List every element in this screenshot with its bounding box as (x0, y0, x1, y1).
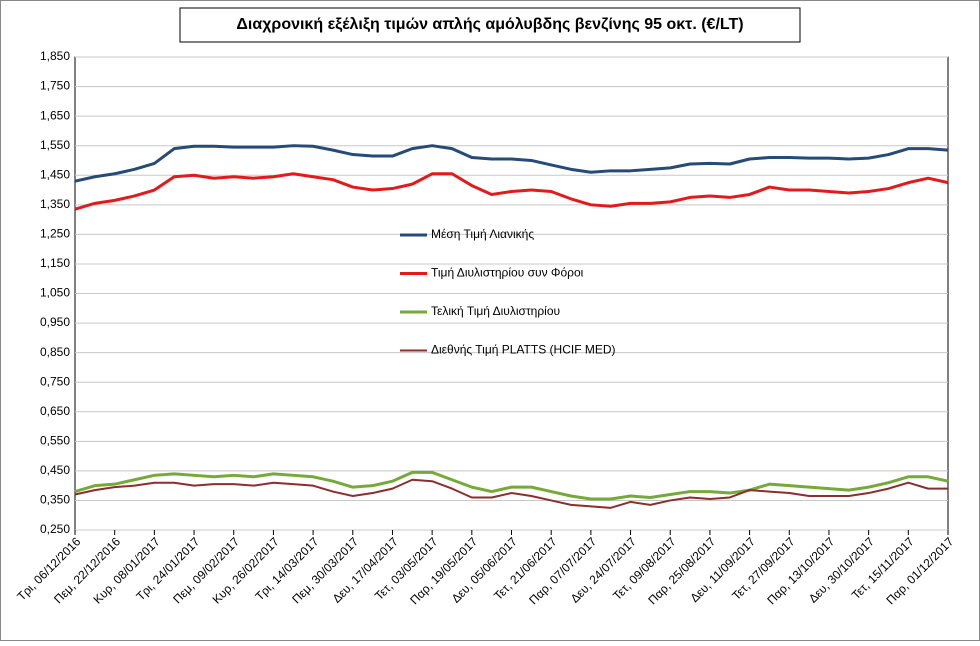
y-tick-label: 1,350 (40, 197, 70, 211)
y-tick-label: 0,450 (40, 463, 70, 477)
series-line (74, 172, 949, 211)
chart-title: Διαχρονική εξέλιξη τιμών απλής αμόλυβδης… (236, 16, 743, 33)
y-tick-label: 0,950 (40, 315, 70, 329)
series-line (74, 478, 948, 509)
y-tick-label: 1,150 (40, 256, 70, 270)
y-tick-label: 1,750 (40, 79, 70, 93)
y-tick-label: 1,450 (40, 167, 70, 181)
y-tick-label: 1,650 (40, 108, 70, 122)
y-tick-label: 0,250 (40, 522, 70, 536)
y-tick-label: 1,250 (40, 227, 70, 241)
title-box (179, 7, 801, 43)
y-tick-label: 1,550 (40, 138, 70, 152)
y-tick-label: 0,350 (40, 493, 70, 507)
y-tick-label: 0,750 (40, 374, 70, 388)
y-tick-label: 1,050 (40, 286, 70, 300)
series-line (74, 144, 949, 183)
legend-label: Διεθνής Τιμή PLATTS (HCIF MED) (431, 343, 616, 357)
y-tick-label: 0,650 (40, 404, 70, 418)
legend-label: Μέση Τιμή Λιανικής (431, 227, 534, 241)
series-line (74, 470, 949, 501)
legend-label: Τιμή Διυλιστηρίου συν Φόροι (431, 266, 584, 280)
y-tick-label: 0,550 (40, 433, 70, 447)
legend-label: Τελική Τιμή Διυλιστηρίου (431, 304, 560, 318)
y-tick-label: 1,850 (40, 49, 70, 63)
y-tick-label: 0,850 (40, 345, 70, 359)
